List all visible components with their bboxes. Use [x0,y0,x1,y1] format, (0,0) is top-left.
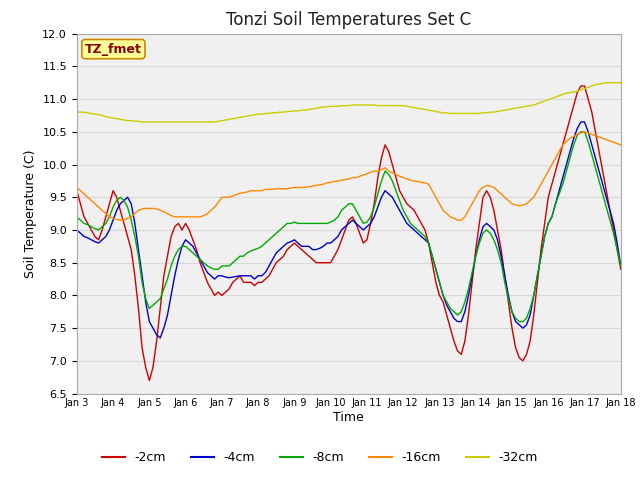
Y-axis label: Soil Temperature (C): Soil Temperature (C) [24,149,36,278]
Legend: -2cm, -4cm, -8cm, -16cm, -32cm: -2cm, -4cm, -8cm, -16cm, -32cm [97,446,543,469]
X-axis label: Time: Time [333,411,364,424]
Title: Tonzi Soil Temperatures Set C: Tonzi Soil Temperatures Set C [226,11,472,29]
Text: TZ_fmet: TZ_fmet [85,43,142,56]
